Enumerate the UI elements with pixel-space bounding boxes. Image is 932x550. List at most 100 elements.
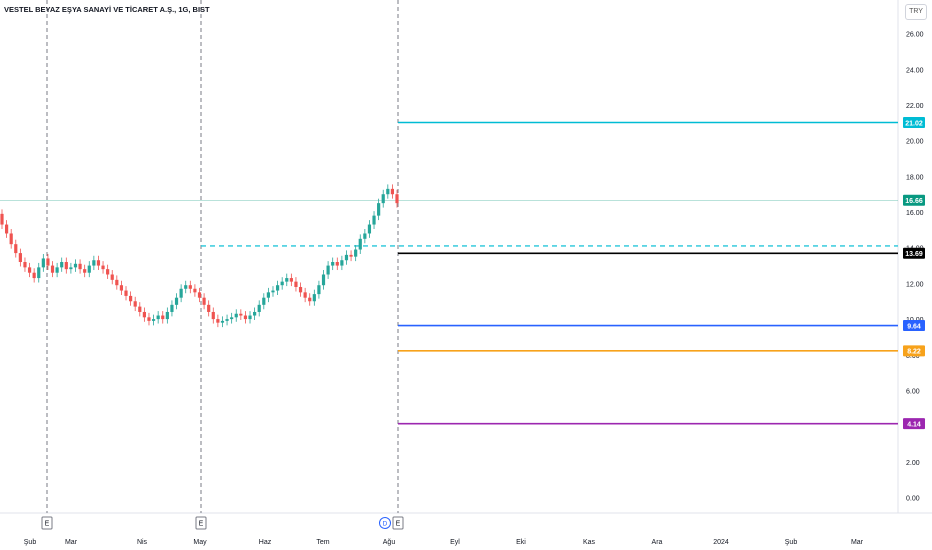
candle-body	[211, 311, 215, 320]
candle-body	[9, 233, 13, 245]
candle-body	[37, 267, 41, 279]
last-price-tag-bg	[903, 194, 925, 206]
candle-body	[225, 319, 229, 321]
candle-body	[87, 265, 91, 273]
candle-body	[184, 285, 188, 289]
level-price-tag-bg	[903, 345, 925, 357]
candle-body	[202, 297, 206, 305]
candle-body	[142, 311, 146, 318]
earnings-marker	[195, 516, 207, 530]
x-tick-label: Nis	[137, 539, 148, 546]
candle-body	[367, 224, 372, 234]
candle-body	[271, 290, 275, 293]
candle-body	[170, 304, 174, 312]
candle-body	[119, 285, 124, 291]
candle-body	[133, 301, 137, 307]
candle-body	[253, 311, 257, 316]
earnings-marker-label: E	[45, 521, 50, 528]
earnings-marker-label: E	[396, 521, 401, 528]
candle-body	[129, 295, 133, 302]
candle-body	[78, 263, 82, 270]
x-tick-label: Eki	[516, 539, 526, 546]
y-tick-label: 26.00	[906, 32, 924, 39]
candle-body	[96, 260, 101, 266]
candle-body	[124, 290, 128, 296]
candle-body	[358, 238, 362, 250]
candle-body	[101, 265, 105, 270]
candle-body	[372, 215, 376, 225]
candle-body	[179, 288, 183, 298]
dividend-marker	[379, 517, 391, 529]
candle-body	[193, 288, 197, 293]
candle-body	[174, 297, 179, 305]
candle-body	[294, 281, 298, 287]
candle-body	[4, 224, 9, 234]
candle-body	[151, 319, 156, 321]
candle-body	[147, 317, 151, 321]
candle-body	[32, 272, 36, 279]
candle-body	[331, 262, 335, 266]
y-tick-label: 2.00	[906, 460, 920, 467]
candle-body	[395, 194, 399, 204]
candle-body	[381, 194, 385, 204]
currency-button[interactable]: TRY	[905, 4, 927, 20]
x-tick-label: Ağu	[383, 539, 396, 546]
candle-body	[248, 315, 252, 320]
candle-body	[220, 320, 225, 323]
candle-body	[106, 269, 110, 275]
candle-body	[23, 262, 27, 268]
candle-body	[69, 267, 73, 270]
candle-body	[50, 265, 55, 273]
x-tick-label: 2024	[713, 539, 729, 546]
candle-body	[312, 294, 316, 302]
candle-body	[230, 317, 234, 320]
last-price-tag: 16.66	[905, 198, 923, 205]
candle-body	[257, 304, 261, 312]
candle-body	[308, 297, 312, 302]
candle-body	[115, 279, 119, 286]
candle-body	[197, 292, 202, 298]
y-tick-label: 20.00	[906, 139, 924, 146]
x-tick-label: May	[193, 539, 207, 546]
level-price-tag-bg	[903, 320, 925, 332]
candle-body	[41, 258, 45, 268]
candle-body	[239, 313, 243, 316]
candle-body	[18, 253, 22, 263]
candle-body	[303, 292, 307, 298]
candle-body	[280, 281, 284, 286]
candle-body	[298, 286, 303, 293]
earnings-marker-label: E	[199, 521, 204, 528]
candle-body	[266, 292, 270, 298]
candle-body	[354, 249, 358, 257]
level-price-tag: 21.02	[905, 120, 923, 127]
dividend-marker-label: D	[383, 521, 388, 528]
level-price-tag-bg	[903, 247, 925, 259]
x-tick-label: Mar	[851, 539, 864, 546]
candle-body	[262, 297, 266, 305]
candle-body	[188, 285, 192, 289]
level-price-tag: 8.22	[907, 349, 921, 356]
level-price-tag: 9.64	[907, 323, 921, 330]
candle-body	[60, 262, 64, 268]
candle-body	[92, 260, 96, 266]
x-tick-label: Ara	[652, 539, 663, 546]
candle-body	[275, 285, 280, 291]
candle-body	[285, 278, 289, 282]
y-tick-label: 16.00	[906, 210, 924, 217]
x-tick-label: Kas	[583, 539, 596, 546]
candle-body	[326, 265, 330, 275]
level-price-tag-bg	[903, 117, 925, 129]
candle-body	[165, 311, 169, 320]
candle-body	[243, 315, 248, 320]
x-tick-label: Tem	[316, 539, 329, 546]
candle-body	[216, 319, 220, 323]
candle-body	[386, 188, 390, 195]
y-tick-label: 24.00	[906, 67, 924, 74]
candle-body	[55, 267, 59, 273]
candle-body	[344, 254, 349, 261]
y-tick-label: 18.00	[906, 174, 924, 181]
candle-body	[73, 263, 78, 268]
x-tick-label: Eyl	[450, 539, 460, 546]
